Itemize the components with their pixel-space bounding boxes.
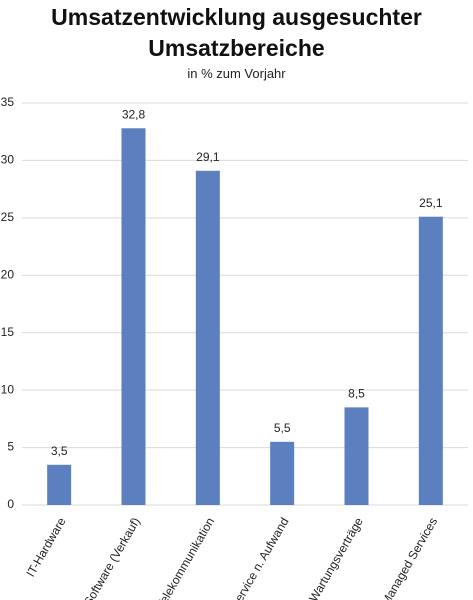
x-tick-label: Software (Verkauf)	[81, 515, 143, 600]
value-label: 29,1	[196, 150, 220, 164]
y-tick-label: 10	[1, 382, 15, 396]
bar	[270, 441, 295, 505]
x-tick-label: Service n. Aufwand	[228, 515, 291, 600]
bar	[195, 170, 220, 505]
bar	[418, 216, 443, 506]
y-tick-label: 35	[1, 95, 15, 109]
bar	[344, 407, 369, 505]
value-label: 5,5	[274, 421, 291, 435]
value-label: 32,8	[122, 107, 146, 121]
value-label: 3,5	[51, 444, 68, 458]
bar	[47, 464, 72, 505]
y-tick-label: 5	[7, 440, 14, 454]
y-tick-label: 30	[1, 153, 15, 167]
y-tick-label: 15	[1, 325, 15, 339]
value-label: 25,1	[419, 196, 443, 210]
y-tick-label: 0	[7, 497, 14, 511]
x-tick-label: Telekommunikation	[154, 515, 217, 600]
x-tick-label: Wartungsverträge	[306, 515, 366, 600]
x-tick-label: IT-Hardware	[23, 515, 68, 579]
chart-title: Umsatzentwicklung ausgesuchter Umsatzber…	[51, 4, 422, 61]
y-tick-label: 20	[1, 267, 15, 281]
bar	[121, 128, 146, 506]
chart-subtitle: in % zum Vorjahr	[187, 66, 286, 81]
value-label: 8,5	[348, 387, 365, 401]
y-tick-label: 25	[1, 210, 15, 224]
x-tick-label: Managed Services	[378, 515, 440, 600]
